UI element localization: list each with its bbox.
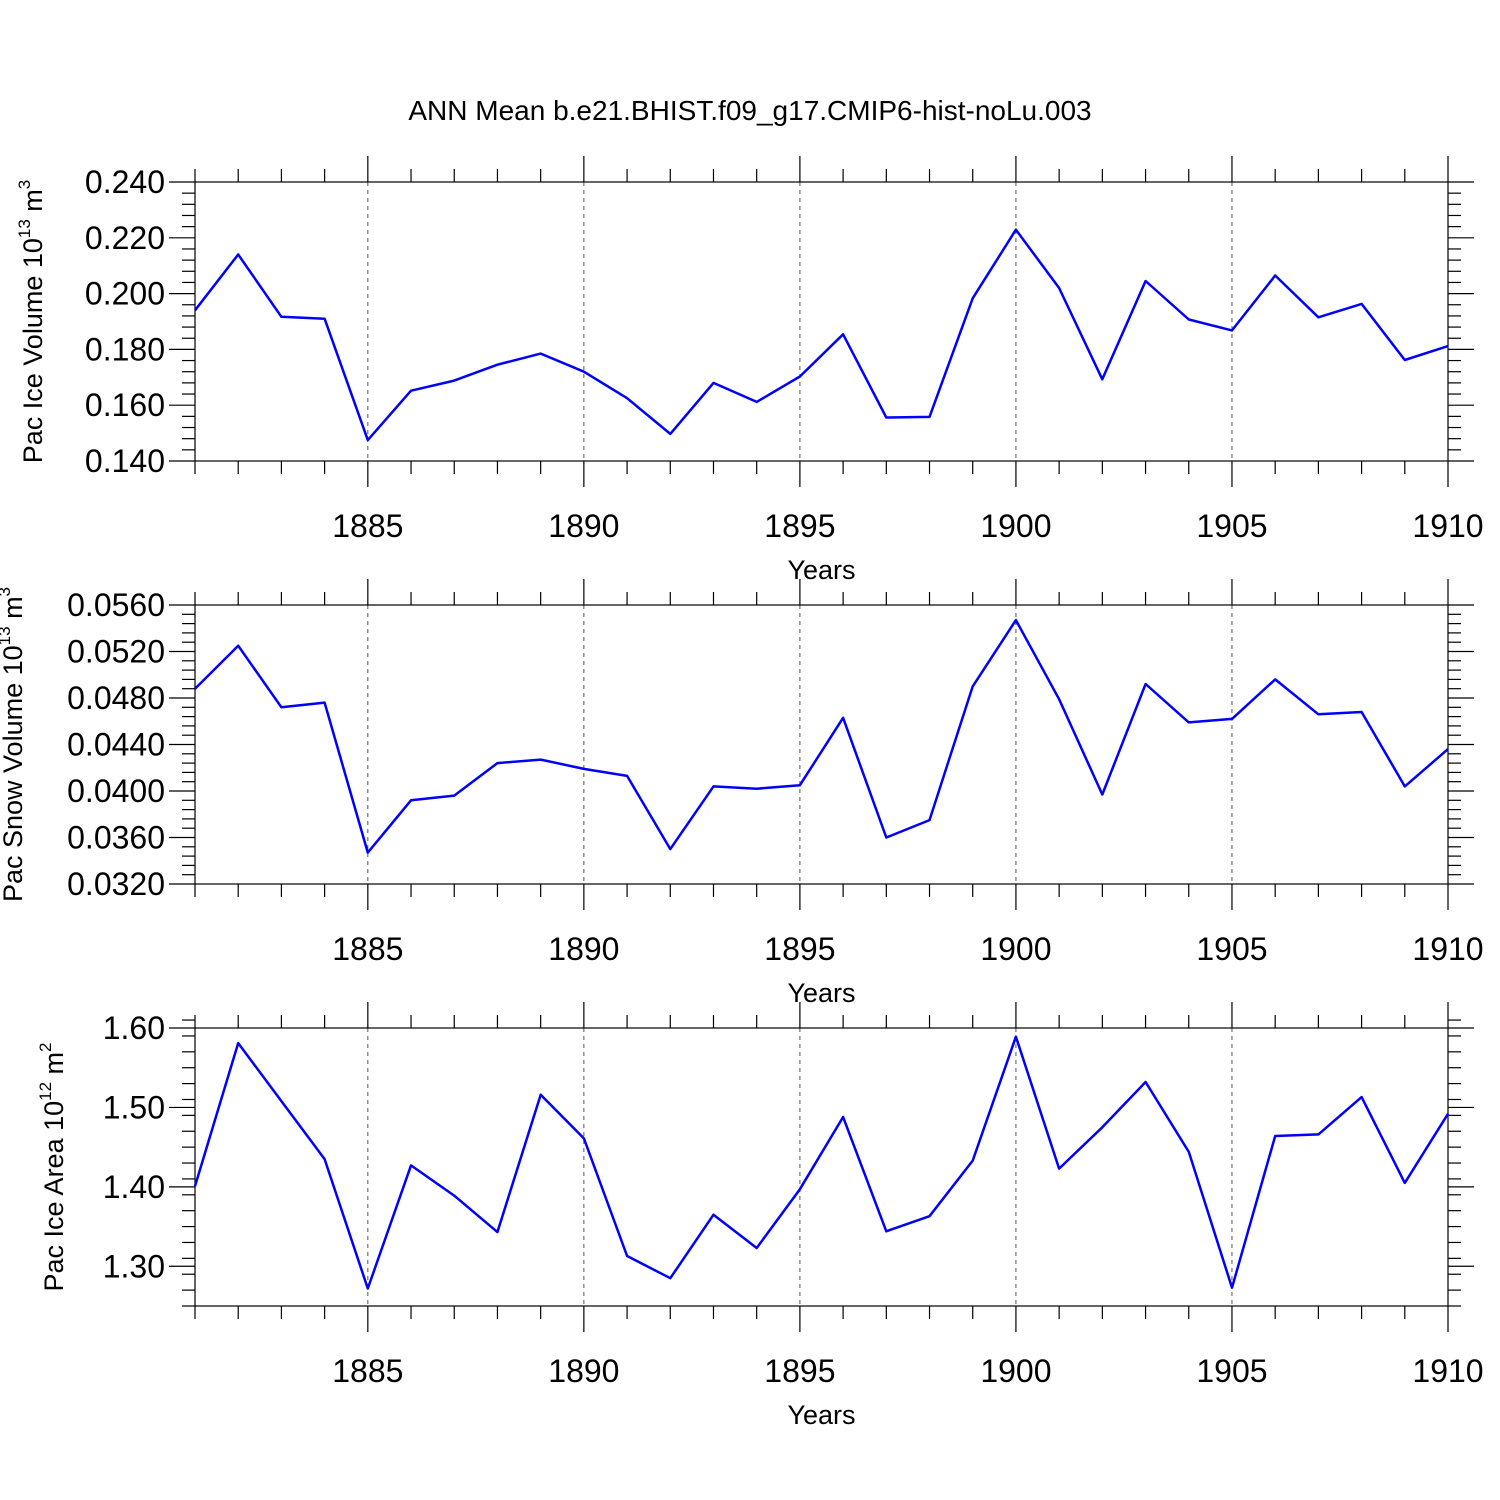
y-axis-title-unit-exponent: 2 — [36, 1042, 55, 1051]
panel-ice-volume: 0.140 0.160 0.180 0.200 0.220 0.240 1885 1890 18… — [15, 156, 1484, 585]
x-axis-title: Years — [787, 978, 855, 1008]
x-tick-label: 1910 — [1412, 508, 1483, 544]
y-axis-title-unit-exponent: 3 — [15, 180, 34, 189]
y-tick-label: 0.0560 — [67, 587, 165, 623]
y-tick-label: 0.200 — [85, 276, 165, 312]
x-tick-label: 1910 — [1412, 931, 1483, 967]
x-tick-label: 1905 — [1196, 1353, 1267, 1389]
x-tick-label: 1900 — [980, 931, 1051, 967]
y-tick-label: 0.0520 — [67, 634, 165, 670]
panel-snow-volume: 0.0320 0.0360 0.0400 0.0440 0.0480 0.0520 0.05… — [0, 579, 1484, 1008]
y-axis-title-unit-exponent: 3 — [0, 587, 14, 596]
y-tick-label: 0.140 — [85, 443, 165, 479]
x-tick-label: 1890 — [548, 508, 619, 544]
x-tick-label: 1900 — [980, 508, 1051, 544]
series-line-ice-volume — [194, 228, 1449, 442]
y-tick-label: 0.240 — [85, 164, 165, 200]
y-axis-title-exponent: 12 — [36, 1082, 55, 1101]
x-axis-title: Years — [787, 555, 855, 585]
y-axis-title-text: Pac Ice Volume 10 — [18, 238, 48, 463]
plot-frame — [194, 604, 1449, 885]
x-axis-title: Years — [787, 1400, 855, 1430]
x-tick-label: 1890 — [548, 1353, 619, 1389]
y-axis-title-text: Pac Ice Area 10 — [39, 1101, 69, 1292]
y-axis-title-unit: m — [0, 596, 28, 626]
x-tick-label: 1885 — [332, 1353, 403, 1389]
x-tick-label: 1905 — [1196, 931, 1267, 967]
y-tick-label: 0.0480 — [67, 680, 165, 716]
y-tick-label: 0.180 — [85, 331, 165, 367]
y-tick-label: 1.50 — [103, 1089, 165, 1125]
x-tick-label: 1900 — [980, 1353, 1051, 1389]
x-tick-label: 1910 — [1412, 1353, 1483, 1389]
y-tick-label: 0.0320 — [67, 866, 165, 902]
y-tick-label: 0.0360 — [67, 820, 165, 856]
x-tick-label: 1895 — [764, 931, 835, 967]
x-tick-label: 1895 — [764, 508, 835, 544]
y-tick-label: 1.60 — [103, 1010, 165, 1046]
y-axis-title: Pac Snow Volume 1013 m3 — [0, 587, 28, 902]
y-axis-title: Pac Ice Area 1012 m2 — [36, 1042, 69, 1291]
y-axis-title-text: Pac Snow Volume 10 — [0, 645, 28, 902]
plot-frame — [194, 181, 1449, 462]
y-axis-title-exponent: 13 — [0, 626, 14, 645]
figure-title: ANN Mean b.e21.BHIST.f09_g17.CMIP6-hist-… — [408, 95, 1091, 126]
y-tick-label: 0.220 — [85, 220, 165, 256]
x-tick-label: 1895 — [764, 1353, 835, 1389]
y-tick-label: 1.40 — [103, 1169, 165, 1205]
y-axis-title-unit: m — [39, 1052, 69, 1082]
y-tick-label: 1.30 — [103, 1248, 165, 1284]
plot-frame — [194, 1027, 1449, 1307]
y-tick-label: 0.0440 — [67, 727, 165, 763]
y-axis-title: Pac Ice Volume 1013 m3 — [15, 180, 48, 464]
y-axis-title-exponent: 13 — [15, 219, 34, 238]
panel-ice-area: 1.30 1.40 1.50 1.60 1885 1890 1895 1900 1905 1910… — [36, 1002, 1484, 1430]
x-tick-label: 1885 — [332, 508, 403, 544]
x-tick-label: 1905 — [1196, 508, 1267, 544]
y-axis-title-unit: m — [18, 189, 48, 219]
series-line-ice-area — [193, 1035, 1450, 1290]
y-tick-label: 0.0400 — [67, 773, 165, 809]
x-tick-label: 1890 — [548, 931, 619, 967]
x-tick-label: 1885 — [332, 931, 403, 967]
series-line-snow-volume — [194, 618, 1449, 854]
y-tick-label: 0.160 — [85, 387, 165, 423]
